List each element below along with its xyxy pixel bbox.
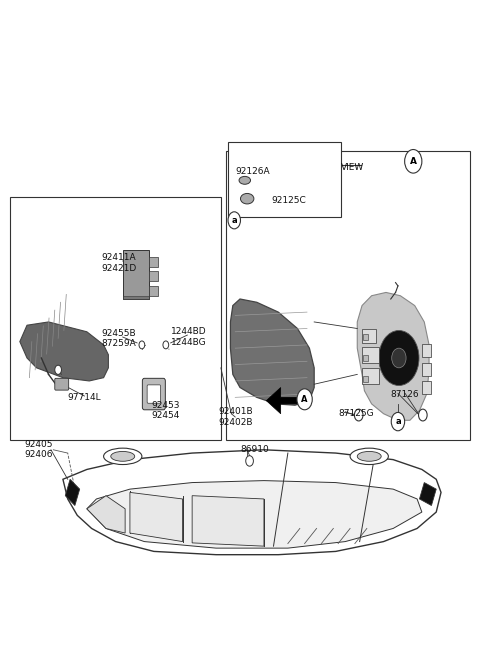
FancyBboxPatch shape (362, 347, 379, 363)
Text: 87126: 87126 (391, 390, 420, 399)
Circle shape (297, 389, 312, 410)
Circle shape (379, 330, 419, 386)
Circle shape (391, 413, 405, 431)
Text: A: A (301, 395, 308, 404)
FancyBboxPatch shape (422, 363, 432, 376)
Ellipse shape (357, 451, 381, 461)
FancyBboxPatch shape (147, 385, 160, 403)
Text: 92411A
92421D: 92411A 92421D (101, 253, 136, 273)
Polygon shape (87, 481, 422, 548)
Polygon shape (420, 483, 436, 505)
Text: VIEW: VIEW (340, 164, 364, 172)
Text: 92401B
92402B: 92401B 92402B (218, 407, 253, 426)
Text: 92126A: 92126A (235, 167, 270, 175)
Polygon shape (266, 388, 300, 414)
FancyBboxPatch shape (422, 381, 432, 394)
Polygon shape (87, 495, 125, 533)
Ellipse shape (239, 176, 251, 184)
Circle shape (246, 456, 253, 466)
FancyBboxPatch shape (123, 250, 149, 299)
Text: a: a (231, 215, 237, 225)
Circle shape (163, 341, 168, 349)
Circle shape (419, 409, 427, 421)
FancyBboxPatch shape (362, 328, 376, 343)
Polygon shape (192, 495, 264, 546)
FancyBboxPatch shape (143, 378, 165, 410)
Circle shape (55, 365, 61, 374)
Text: a: a (395, 417, 401, 426)
Ellipse shape (104, 448, 142, 464)
Circle shape (354, 409, 363, 421)
FancyBboxPatch shape (149, 257, 157, 267)
Text: 92405
92406: 92405 92406 (24, 440, 53, 459)
Polygon shape (20, 322, 108, 381)
Ellipse shape (350, 448, 388, 464)
Text: 1244BD
1244BG: 1244BD 1244BG (170, 327, 206, 347)
FancyBboxPatch shape (362, 368, 379, 384)
Circle shape (392, 348, 406, 368)
Polygon shape (230, 299, 314, 405)
Text: 92125C: 92125C (271, 196, 306, 205)
FancyBboxPatch shape (10, 197, 221, 440)
Text: A: A (410, 157, 417, 166)
FancyBboxPatch shape (55, 378, 69, 390)
FancyBboxPatch shape (363, 376, 368, 382)
Circle shape (405, 150, 422, 173)
Text: 97714L: 97714L (68, 393, 101, 402)
Ellipse shape (111, 451, 135, 461)
FancyBboxPatch shape (228, 142, 340, 217)
Text: 92453
92454: 92453 92454 (152, 401, 180, 420)
FancyBboxPatch shape (123, 296, 149, 299)
Polygon shape (130, 492, 182, 541)
Circle shape (139, 341, 145, 349)
Circle shape (228, 212, 240, 229)
FancyBboxPatch shape (422, 344, 432, 357)
FancyBboxPatch shape (149, 271, 157, 281)
FancyBboxPatch shape (363, 355, 368, 361)
FancyBboxPatch shape (226, 152, 470, 440)
Polygon shape (357, 292, 429, 420)
FancyBboxPatch shape (363, 334, 368, 340)
Text: 87125G: 87125G (338, 409, 374, 419)
FancyBboxPatch shape (149, 286, 157, 296)
Text: 92455B
87259A: 92455B 87259A (101, 328, 136, 348)
Polygon shape (65, 480, 80, 505)
Polygon shape (63, 450, 441, 555)
Text: 86910: 86910 (240, 445, 269, 454)
Ellipse shape (240, 193, 254, 204)
